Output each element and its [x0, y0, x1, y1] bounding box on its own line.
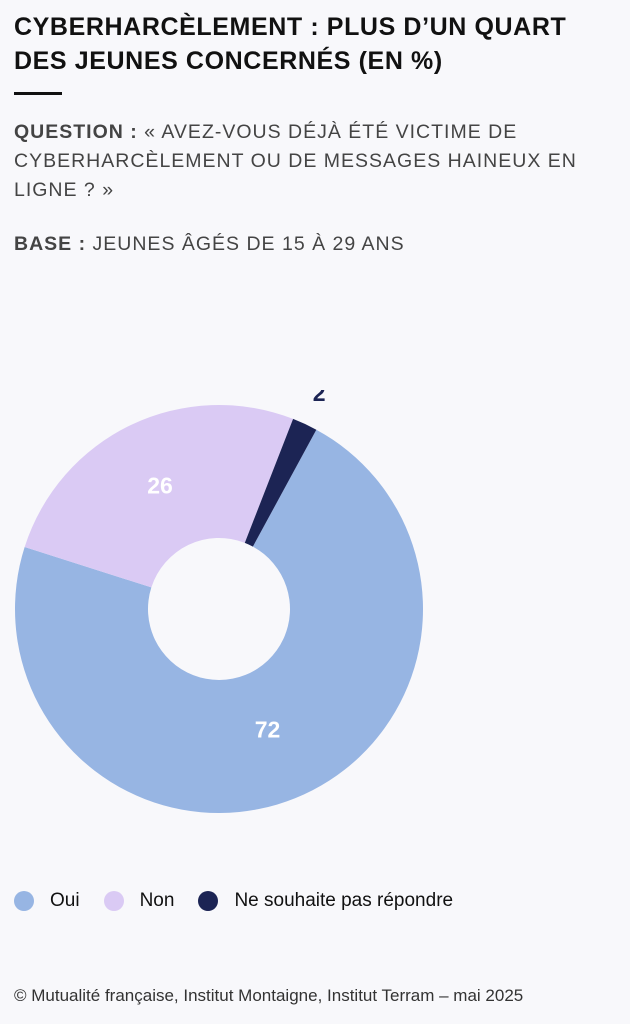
chart-title: CYBERHARCÈLEMENT : PLUS D’UN QUART DES J… — [14, 13, 567, 75]
slice-ne-souhaite-pas-r-pondre — [244, 418, 317, 547]
legend-swatch — [103, 891, 124, 911]
legend-item-oui: Oui — [14, 890, 80, 912]
source-note: © Mutualité française, Institut Montaign… — [14, 986, 524, 1005]
question-body: « AVEZ-VOUS DÉJÀ ÉTÉ VICTIME DE CYBERHAR… — [14, 121, 577, 201]
title-underline — [14, 92, 62, 95]
donut-chart: 72 26 2 — [15, 390, 424, 813]
legend-item-non: Non — [103, 890, 175, 912]
legend-swatch — [14, 891, 34, 911]
base-text: BASE : JEUNES ÂGÉS DE 15 À 29 ANS — [14, 230, 626, 259]
data-label-oui: 72 — [255, 717, 281, 743]
slice-oui — [15, 429, 424, 813]
chart-legend: Oui Non Ne souhaite pas répondre — [14, 890, 477, 912]
question-text: QUESTION : « AVEZ-VOUS DÉJÀ ÉTÉ VICTIME … — [14, 118, 626, 205]
legend-label: Oui — [50, 890, 80, 911]
legend-label: Ne souhaite pas répondre — [234, 890, 454, 911]
legend-item-ne-souhaite-pas-r-pondre: Ne souhaite pas répondre — [198, 890, 453, 912]
data-label-non: 26 — [147, 472, 173, 498]
legend-label: Non — [139, 890, 175, 911]
legend-swatch — [198, 891, 219, 911]
slice-non — [24, 405, 294, 588]
base-label: BASE : — [14, 233, 87, 255]
base-body: JEUNES ÂGÉS DE 15 À 29 ANS — [86, 233, 405, 255]
question-label: QUESTION : — [14, 121, 138, 143]
data-label-ne-souhaite-pas-r-pondre: 2 — [313, 390, 326, 406]
